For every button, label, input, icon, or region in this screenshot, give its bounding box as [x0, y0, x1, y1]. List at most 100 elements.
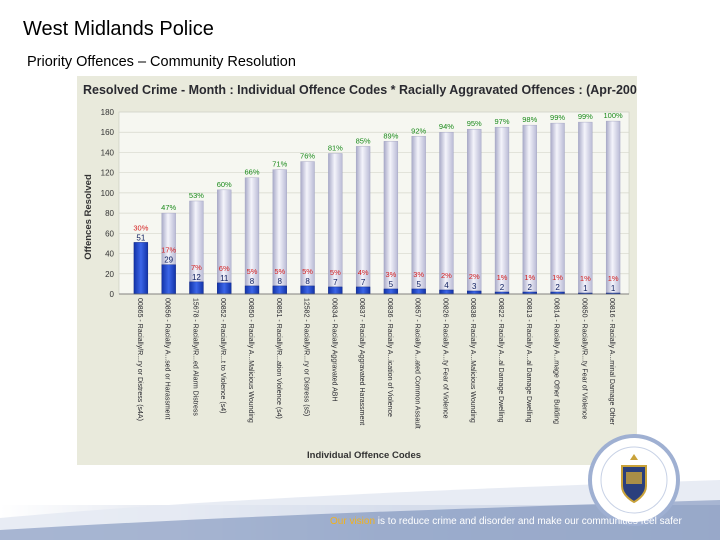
- individual-percent-label-4: 6%: [219, 264, 230, 273]
- individual-percent-label-18: 1%: [608, 274, 619, 283]
- y-tick-label-60: 60: [105, 229, 114, 238]
- y-tick-label-160: 160: [101, 128, 115, 137]
- individual-bar-1: [133, 242, 149, 295]
- x-tick-label-18: 00816 - Racially A...minal Damage Other: [608, 298, 615, 426]
- individual-count-label-5: 8: [250, 277, 255, 286]
- cumulative-bar-17: [578, 121, 593, 295]
- cumulative-percent-label-16: 99%: [550, 113, 565, 122]
- x-tick-label-8: 00834 - Racially Aggravated ABH: [330, 298, 337, 402]
- y-tick-label-40: 40: [105, 250, 114, 259]
- cumulative-bar-14: [494, 126, 510, 295]
- individual-count-label-6: 8: [278, 277, 283, 286]
- x-tick-label-15: 00813 - Racially A...al Damage Dwelling: [525, 298, 532, 423]
- cumulative-bar-18: [605, 120, 621, 295]
- individual-percent-label-6: 5%: [274, 267, 285, 276]
- x-tick-label-17: 00850 - Racially/R...ty Fear of Violence: [580, 298, 587, 419]
- cumulative-percent-label-6: 71%: [272, 160, 287, 169]
- chart-panel: Resolved Crime - Month : Individual Offe…: [77, 76, 637, 465]
- individual-count-label-8: 7: [333, 278, 338, 287]
- cumulative-percent-label-7: 76%: [300, 152, 315, 161]
- individual-bar-10: [383, 288, 399, 295]
- individual-count-label-1: 51: [136, 233, 145, 242]
- cumulative-percent-label-14: 97%: [494, 117, 509, 126]
- y-tick-label-20: 20: [105, 270, 114, 279]
- individual-count-label-11: 5: [416, 280, 421, 289]
- individual-bar-8: [328, 286, 343, 295]
- individual-percent-label-11: 3%: [413, 270, 424, 279]
- x-tick-label-7: 12582 - Racially/R...ry or Distress (s5): [303, 298, 310, 416]
- individual-bar-12: [439, 289, 454, 295]
- cumulative-percent-label-15: 98%: [522, 115, 537, 124]
- chart-title: Resolved Crime - Month : Individual Offe…: [83, 83, 637, 97]
- individual-count-label-10: 5: [389, 280, 394, 289]
- cumulative-percent-label-8: 81%: [328, 143, 343, 152]
- cumulative-bar-12: [439, 132, 454, 295]
- individual-percent-label-2: 17%: [161, 246, 176, 255]
- x-tick-label-16: 00814 - Racially A...mage Other Building: [553, 298, 560, 424]
- x-tick-label-5: 00850 - Racially A...Malicious Wounding: [247, 298, 254, 423]
- cumulative-percent-label-13: 95%: [467, 119, 482, 128]
- x-tick-label-6: 00851 - Racially/R...ation Violence (s4): [275, 298, 282, 419]
- cumulative-bar-15: [522, 124, 537, 295]
- individual-percent-label-12: 2%: [441, 271, 452, 280]
- x-tick-label-12: 00826 - Racially A...ty Fear of Violence: [441, 298, 448, 419]
- cumulative-percent-label-3: 53%: [189, 191, 204, 200]
- individual-count-label-9: 7: [361, 278, 366, 287]
- individual-bar-11: [411, 288, 426, 295]
- cumulative-percent-label-4: 60%: [217, 180, 232, 189]
- individual-bar-3: [189, 281, 204, 295]
- y-tick-label-80: 80: [105, 209, 114, 218]
- cumulative-bar-16: [550, 122, 565, 295]
- individual-percent-label-5: 5%: [247, 267, 258, 276]
- individual-percent-label-3: 7%: [191, 263, 202, 272]
- y-tick-label-120: 120: [101, 169, 115, 178]
- individual-count-label-13: 3: [472, 282, 477, 291]
- slide-subtitle: Priority Offences – Community Resolution: [27, 54, 296, 70]
- x-tick-label-2: 00856 - Racially A...sed or Harassment: [164, 298, 171, 419]
- x-tick-label-4: 00852 - Racially/R...t to Violence (s4): [219, 298, 226, 413]
- individual-count-label-3: 12: [192, 273, 201, 282]
- vision-text: is to reduce crime and disorder and make…: [375, 516, 682, 527]
- police-crest-logo: [588, 434, 680, 526]
- individual-bar-2: [161, 264, 176, 295]
- individual-percent-label-15: 1%: [524, 273, 535, 282]
- individual-percent-label-14: 1%: [497, 273, 508, 282]
- slide-title: West Midlands Police: [23, 18, 214, 40]
- individual-count-label-14: 2: [500, 283, 505, 292]
- individual-count-label-15: 2: [528, 283, 533, 292]
- individual-bar-13: [467, 290, 482, 295]
- y-tick-label-140: 140: [101, 148, 115, 157]
- cumulative-bar-13: [467, 128, 482, 295]
- x-tick-label-11: 00857 - Racially A...ated Common Assault: [414, 298, 421, 429]
- individual-bar-5: [244, 285, 260, 295]
- y-axis-label: Offences Resolved: [83, 174, 94, 260]
- individual-percent-label-13: 2%: [469, 272, 480, 281]
- x-tick-label-1: 00865 - Racially/R...ry or Distress (s4A…: [136, 298, 143, 421]
- x-tick-label-10: 00836 - Racially A...ication of Violence: [386, 298, 393, 417]
- x-axis-label: Individual Offence Codes: [307, 450, 421, 461]
- cumulative-percent-label-2: 47%: [161, 203, 176, 212]
- x-tick-label-13: 00838 - Racially A...Malicious Wounding: [469, 298, 476, 423]
- individual-percent-label-7: 5%: [302, 267, 313, 276]
- x-tick-label-9: 00837 - Racially Aggravated Harassment: [358, 298, 365, 425]
- individual-percent-label-16: 1%: [552, 273, 563, 282]
- individual-count-label-7: 8: [305, 277, 310, 286]
- chart: Resolved Crime - Month : Individual Offe…: [83, 83, 637, 461]
- x-tick-label-3: 15678 - Racially/R...ed Alarm Distress: [191, 298, 198, 416]
- individual-percent-label-10: 3%: [385, 270, 396, 279]
- cumulative-percent-label-17: 99%: [578, 112, 593, 121]
- individual-bar-9: [355, 286, 371, 295]
- y-tick-label-0: 0: [110, 290, 115, 299]
- individual-count-label-12: 4: [444, 281, 449, 290]
- individual-percent-label-17: 1%: [580, 274, 591, 283]
- cumulative-percent-label-5: 66%: [244, 168, 259, 177]
- y-tick-label-180: 180: [101, 108, 115, 117]
- vision-accent: Our vision: [330, 516, 376, 527]
- individual-count-label-2: 29: [164, 256, 173, 265]
- cumulative-percent-label-9: 85%: [356, 136, 371, 145]
- individual-percent-label-1: 30%: [133, 223, 148, 232]
- individual-count-label-16: 2: [555, 283, 560, 292]
- x-tick-label-14: 00822 - Racially A...al Damage Dwelling: [497, 298, 504, 423]
- cumulative-percent-label-11: 92%: [411, 126, 426, 135]
- cumulative-percent-label-18: 100%: [604, 111, 624, 120]
